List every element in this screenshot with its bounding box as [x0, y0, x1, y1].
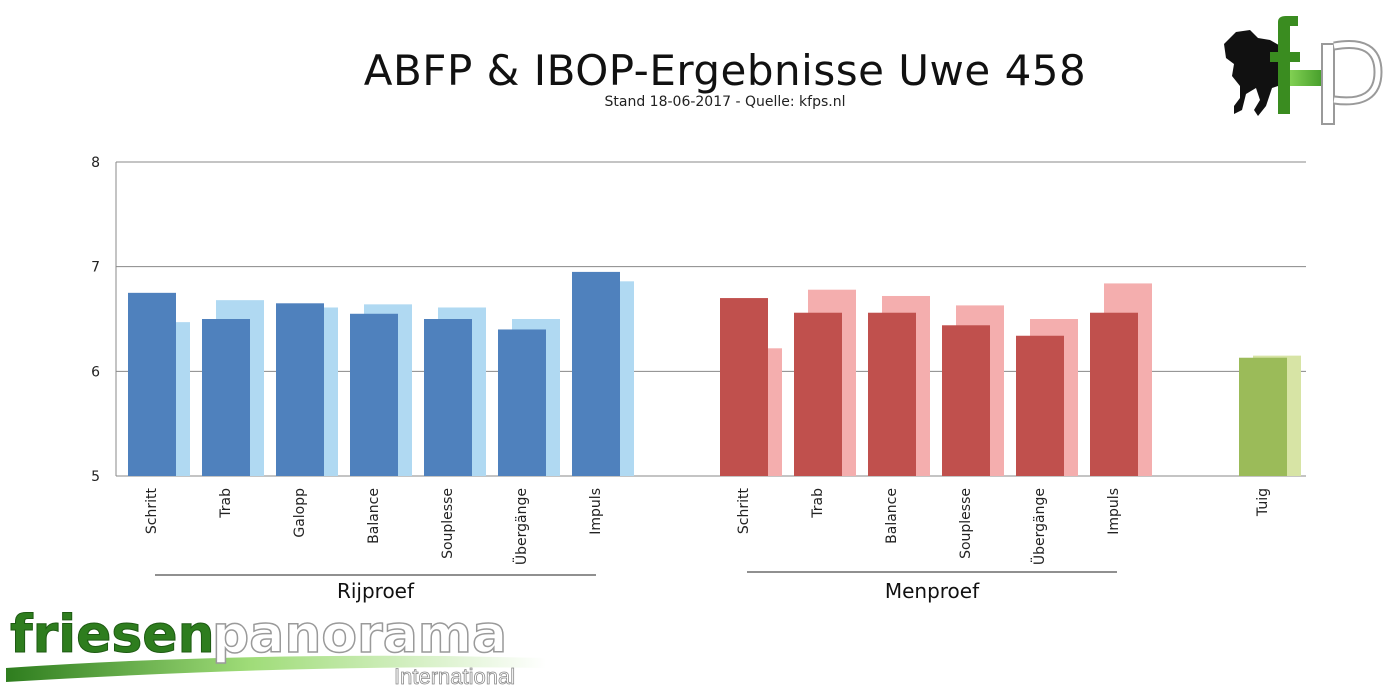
category-label: Impuls	[588, 488, 604, 535]
bar-primary-impuls	[1090, 312, 1138, 476]
bar-primary-schritt	[128, 292, 176, 476]
bar-primary-tuig	[1239, 357, 1287, 476]
category-label: Galopp	[292, 488, 308, 538]
bar-primary-souplesse	[942, 325, 990, 476]
y-tick-label: 7	[91, 260, 100, 276]
brand-word-international: International	[394, 664, 515, 689]
category-label: Schritt	[144, 488, 160, 535]
bars	[128, 271, 1301, 476]
y-tick-label: 8	[91, 155, 100, 171]
brand-word-panorama: panorama	[212, 606, 507, 665]
kfps-logo	[1224, 16, 1383, 125]
y-tick-label: 6	[91, 364, 100, 380]
bar-primary-souplesse	[424, 319, 472, 476]
bar-primary-trab	[202, 319, 250, 476]
friesenpanorama-logo: friesen panorama International	[6, 606, 546, 689]
bar-primary-übergänge	[498, 329, 546, 476]
category-label: Balance	[884, 488, 900, 544]
bar-primary-impuls	[572, 271, 620, 476]
bar-primary-schritt	[720, 298, 768, 476]
bar-primary-balance	[350, 313, 398, 476]
category-label: Souplesse	[440, 488, 456, 559]
brand-word-friesen: friesen	[10, 606, 215, 665]
y-axis-ticks: 5 6 7 8	[91, 155, 100, 485]
bar-primary-balance	[868, 312, 916, 476]
chart-title: ABFP & IBOP-Ergebnisse Uwe 458	[363, 46, 1087, 95]
bar-primary-galopp	[276, 303, 324, 476]
category-label: Balance	[366, 488, 382, 544]
category-label: Übergänge	[1030, 488, 1048, 565]
category-labels: Schritt Trab Galopp Balance Souplesse Übergän…	[144, 488, 1271, 566]
bar-primary-trab	[794, 312, 842, 476]
category-label: Übergänge	[512, 488, 530, 565]
category-label: Souplesse	[958, 488, 974, 559]
group-labels: Rijproef Menproef	[155, 571, 1117, 603]
category-label: Trab	[218, 488, 234, 519]
bar-primary-übergänge	[1016, 335, 1064, 476]
category-label: Schritt	[736, 488, 752, 535]
y-tick-label: 5	[91, 469, 100, 485]
group-label-menproef: Menproef	[885, 579, 980, 603]
group-label-rijproef: Rijproef	[337, 579, 415, 603]
category-label: Trab	[810, 488, 826, 519]
chart-subtitle: Stand 18-06-2017 - Quelle: kfps.nl	[604, 94, 846, 110]
category-label: Tuig	[1255, 488, 1271, 517]
category-label: Impuls	[1106, 488, 1122, 535]
